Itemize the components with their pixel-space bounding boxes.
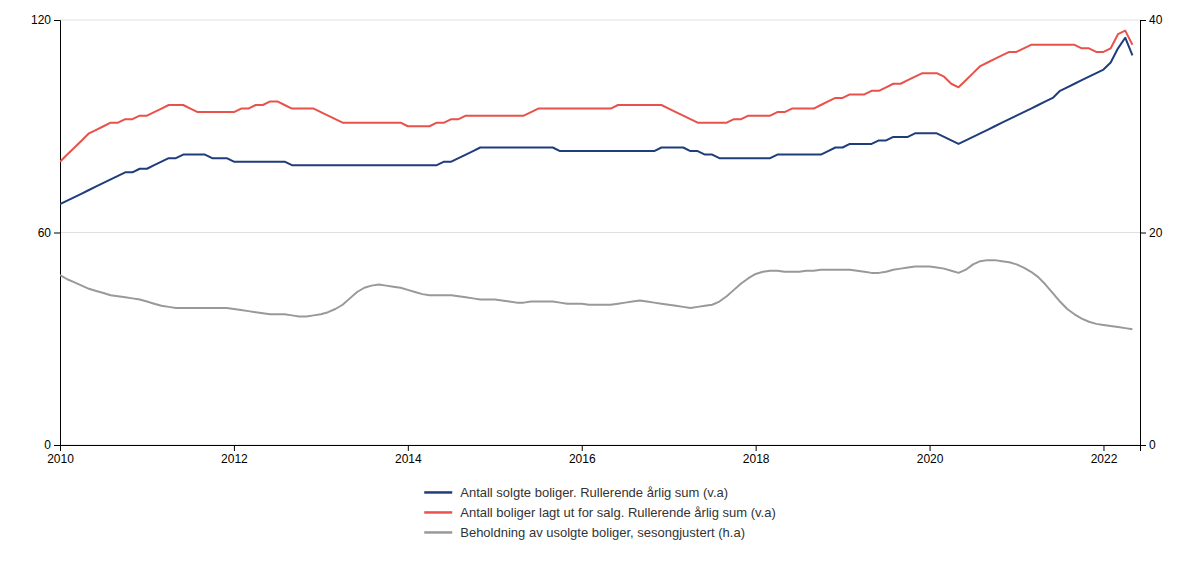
tick-label: 2020: [917, 452, 944, 466]
tick-label: 2012: [221, 452, 248, 466]
tick: 2016: [569, 445, 596, 466]
legend-label: Beholdning av usolgte boliger, sesongjus…: [460, 525, 745, 540]
tick-mark: [1140, 445, 1146, 446]
legend-swatch: [424, 511, 452, 514]
plot-area: 2010 2012 2014 2016 2018 2020 2022 0 60 120 0 20 40: [31, 13, 1163, 465]
tick: 20: [1140, 226, 1163, 240]
legend-label: Antall boliger lagt ut for salg. Rullere…: [460, 505, 776, 520]
legend-item: Antall solgte boliger. Rullerende årlig …: [424, 485, 728, 500]
grid-line: [60, 232, 1140, 233]
tick-label: 120: [31, 13, 51, 27]
tick-label: 0: [1149, 438, 1156, 452]
tick: 60: [38, 226, 60, 240]
axis-line: [61, 446, 1141, 452]
y-axis: 0 60 120: [31, 13, 61, 452]
tick: 2014: [395, 445, 422, 466]
tick-label: 20: [1149, 226, 1163, 240]
tick-label: 60: [38, 226, 52, 240]
tick-mark: [408, 445, 409, 451]
axis-line: [1141, 21, 1147, 446]
axis-line: [54, 21, 61, 446]
tick-label: 0: [44, 438, 51, 452]
tick-mark: [1140, 233, 1146, 234]
legend-swatch: [424, 491, 452, 494]
tick-mark: [234, 445, 235, 451]
tick-mark: [1103, 445, 1104, 451]
tick-mark: [54, 445, 60, 446]
tick-mark: [582, 445, 583, 451]
line: [60, 38, 1132, 204]
tick-mark: [930, 445, 931, 451]
tick: 40: [1140, 13, 1163, 27]
tick: 2012: [221, 445, 248, 466]
tick-label: 40: [1149, 13, 1163, 27]
legend-item: Beholdning av usolgte boliger, sesongjus…: [424, 525, 745, 540]
lines: [60, 31, 1132, 330]
grid-line: [60, 20, 1140, 21]
tick-label: 2016: [569, 452, 596, 466]
y2-axis: 0 20 40: [1140, 13, 1163, 452]
tick: 2022: [1091, 445, 1118, 466]
tick-mark: [54, 233, 60, 234]
tick: 2020: [917, 445, 944, 466]
legend-swatch: [424, 531, 452, 534]
tick-label: 2010: [47, 452, 74, 466]
tick: 0: [44, 438, 60, 452]
tick: 2018: [743, 445, 770, 466]
legend-label: Antall solgte boliger. Rullerende årlig …: [460, 485, 728, 500]
x-axis: 2010 2012 2014 2016 2018 2020 2022: [47, 445, 1140, 466]
tick-label: 2014: [395, 452, 422, 466]
line: [60, 31, 1132, 162]
tick-mark: [1140, 20, 1146, 21]
legend: Antall solgte boliger. Rullerende årlig …: [424, 485, 776, 540]
legend-item: Antall boliger lagt ut for salg. Rullere…: [424, 505, 776, 520]
tick-mark: [756, 445, 757, 451]
tick-label: 2018: [743, 452, 770, 466]
tick: 0: [1140, 438, 1156, 452]
line: [60, 260, 1132, 329]
tick: 120: [31, 13, 60, 27]
tick: 2010: [47, 445, 74, 466]
chart: 2010 2012 2014 2016 2018 2020 2022 0 60 120 0 20 40 A…: [0, 0, 1200, 565]
grid: [60, 20, 1140, 445]
tick-label: 2022: [1091, 452, 1118, 466]
tick-mark: [54, 20, 60, 21]
